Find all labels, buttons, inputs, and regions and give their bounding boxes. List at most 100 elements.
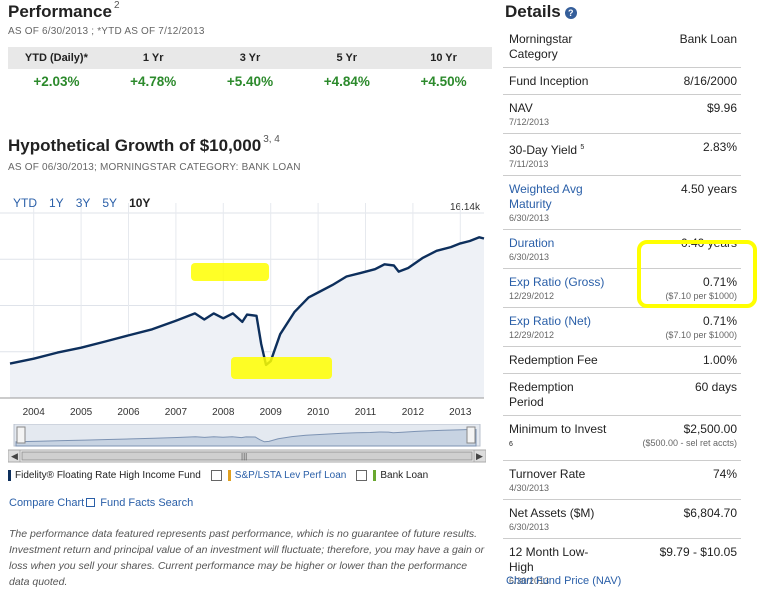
period-1y[interactable]: 1Y — [49, 196, 64, 210]
growth-title-text: Hypothetical Growth of $10,000 — [8, 136, 262, 155]
x-tick-label: 2012 — [402, 407, 425, 418]
details-row-label: Minimum to Invest 6 — [509, 422, 609, 455]
details-row-value: 4.50 years — [681, 182, 737, 224]
details-row[interactable]: Weighted Avg Maturity 6/30/2013 4.50 years — [503, 176, 741, 230]
details-row-label-text: Duration — [509, 236, 555, 250]
performance-title-text: Performance — [8, 2, 112, 21]
details-row-value: $2,500.00 ($500.00 - sel ret accts) — [642, 422, 737, 455]
chart-links: Compare Chart Fund Facts Search — [9, 497, 193, 509]
details-row-note[interactable]: 6 — [509, 441, 513, 448]
x-tick-label: 2005 — [70, 407, 93, 418]
x-tick-label: 2006 — [117, 407, 140, 418]
details-row-note[interactable]: 5 — [580, 144, 585, 151]
details-row-value-sub: ($7.10 per $1000) — [665, 330, 737, 340]
period-selector: YTD 1Y 3Y 5Y 10Y — [13, 196, 162, 210]
details-row-value-text: 60 days — [694, 380, 737, 394]
details-row-label[interactable]: Exp Ratio (Net) 12/29/2012 — [509, 314, 591, 341]
scroll-left-arrow-icon: ◀ — [11, 451, 18, 461]
details-row-date: 4/30/2013 — [509, 483, 550, 493]
details-row-label: 12 Month Low-High 6/30/2013 — [509, 545, 609, 587]
x-tick-label: 2004 — [23, 407, 46, 418]
legend-benchmark-swatch — [227, 470, 231, 481]
details-row-label-text: Redemption Fee — [509, 353, 598, 367]
details-row-label-text: Fund Inception — [509, 74, 589, 88]
details-row-value-text: $6,804.70 — [683, 506, 737, 520]
details-row-label: Redemption Period — [509, 380, 609, 410]
details-row-value: 2.83% — [703, 140, 737, 170]
details-row: Redemption Fee 1.00% — [503, 347, 741, 374]
performance-disclaimer: The performance data featured represents… — [9, 528, 485, 588]
x-tick-label: 2011 — [355, 407, 377, 418]
scroll-thumb[interactable] — [21, 451, 473, 461]
x-tick-label: 2009 — [260, 407, 283, 418]
details-row-date: 6/30/2013 — [509, 252, 550, 262]
performance-note[interactable]: 2 — [113, 0, 120, 11]
details-row-label: 30-Day Yield 5 7/11/2013 — [509, 140, 584, 170]
series-area-fund — [10, 237, 484, 398]
highlight-ring-exp-ratio — [637, 240, 757, 308]
scroll-right-button[interactable] — [473, 449, 486, 463]
details-row-date: 12/29/2012 — [509, 291, 555, 301]
details-row-date: 12/29/2012 — [509, 330, 555, 340]
details-row-label-text: 12 Month Low-High — [509, 545, 589, 574]
legend-fund-swatch — [8, 470, 11, 481]
legend-category-swatch — [373, 470, 377, 481]
details-row-label-text: Exp Ratio (Gross) — [509, 275, 605, 289]
performance-values-row: +2.03% +4.78% +5.40% +4.84% +4.50% — [8, 71, 492, 93]
details-row: NAV 7/12/2013 $9.96 — [503, 95, 741, 134]
details-row-value-text: 2.83% — [702, 140, 737, 154]
legend-benchmark-checkbox[interactable] — [210, 470, 222, 481]
details-table: Morningstar Category Bank Loan Fund Incept… — [503, 26, 741, 591]
details-row-value-sub: ($7.10 per $1000) — [665, 291, 737, 301]
details-row-label: Fund Inception — [509, 74, 588, 89]
fund-facts-search-link[interactable]: Fund Facts Search — [100, 497, 194, 509]
series-line-fund[interactable] — [9, 236, 485, 367]
details-row-label-text: Redemption Period — [509, 380, 574, 409]
details-row-value-text: Bank Loan — [679, 32, 737, 46]
y-tick-label: 16.14k — [450, 202, 481, 213]
navigator-handle-right[interactable] — [466, 426, 476, 444]
details-row: Turnover Rate 4/30/2013 74% — [503, 461, 741, 500]
perf-header-3yr: 3 Yr — [239, 52, 261, 64]
scroll-left-button[interactable] — [8, 449, 21, 463]
legend-category-label: Bank Loan — [380, 470, 429, 481]
navigator-series — [15, 428, 477, 447]
growth-note[interactable]: 3, 4 — [263, 134, 280, 145]
details-row-label[interactable]: Weighted Avg Maturity 6/30/2013 — [509, 182, 609, 224]
details-row-value: 8/16/2000 — [684, 74, 737, 89]
details-row-value: 1.00% — [703, 353, 737, 368]
legend-benchmark-label: S&P/LSTA Lev Perf Loan — [234, 470, 347, 481]
details-row-value-text: $2,500.00 — [683, 422, 737, 436]
chart-fund-price-link[interactable]: Chart Fund Price (NAV) — [506, 575, 622, 587]
details-row-label: Net Assets ($M) 6/30/2013 — [509, 506, 594, 533]
details-row-label[interactable]: Exp Ratio (Gross) 12/29/2012 — [509, 275, 604, 302]
period-5y[interactable]: 5Y — [102, 196, 118, 210]
details-row: 12 Month Low-High 6/30/2013 $9.79 - $10.05 — [503, 539, 741, 591]
period-10y[interactable]: 10Y — [129, 196, 151, 210]
perf-value-1yr: +4.78% — [130, 74, 177, 89]
details-row-value-text: 4.50 years — [680, 182, 737, 196]
details-row[interactable]: Exp Ratio (Net) 12/29/2012 0.71% ($7.10 per… — [503, 308, 741, 347]
details-row-label[interactable]: Duration 6/30/2013 — [509, 236, 554, 263]
growth-chart[interactable]: 16.14k14.26k12.37k10.49k8.60k20042005200… — [0, 195, 494, 423]
details-row-value-text: $9.79 - $10.05 — [659, 545, 737, 559]
period-3y[interactable]: 3Y — [75, 196, 91, 210]
period-ytd[interactable]: YTD — [13, 196, 37, 210]
details-row-date: 7/12/2013 — [509, 117, 550, 127]
navigator-handle-left[interactable] — [16, 426, 26, 444]
details-row-value-text: 8/16/2000 — [683, 74, 737, 88]
help-icon[interactable]: ? — [564, 6, 577, 19]
details-title: Details? — [505, 2, 577, 22]
details-row: Redemption Period 60 days — [503, 374, 741, 416]
range-navigator[interactable]: ◀ ▶ ||| — [8, 424, 486, 464]
compare-chart-link[interactable]: Compare Chart — [9, 497, 85, 509]
details-row-label-text: Turnover Rate — [509, 467, 586, 481]
details-row-value-text: $9.96 — [706, 101, 737, 115]
details-title-text: Details — [505, 2, 561, 21]
details-row[interactable]: Exp Ratio (Gross) 12/29/2012 0.71% ($7.10 p… — [503, 269, 741, 308]
highlight-mark-upper — [191, 263, 269, 281]
details-row-value: 60 days — [695, 380, 737, 410]
highlight-mark-lower — [231, 357, 332, 379]
details-row-label: Redemption Fee — [509, 353, 598, 368]
legend-category-checkbox[interactable] — [356, 470, 368, 481]
